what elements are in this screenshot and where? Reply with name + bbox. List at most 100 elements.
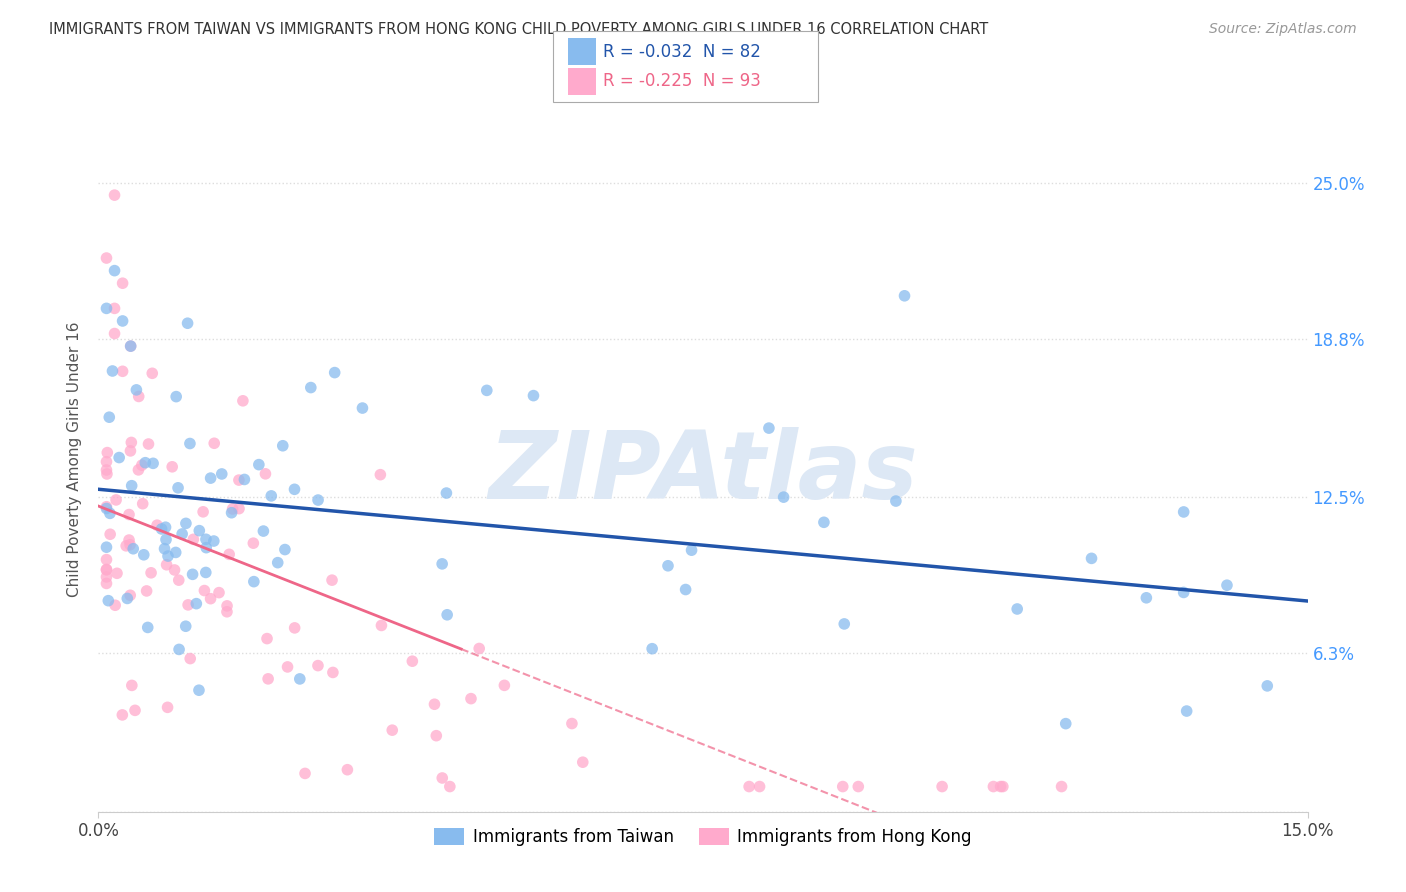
Point: [120, 435, 142, 450]
Point: [167, 642, 190, 657]
Point: [274, 542, 297, 557]
Point: [202, 436, 225, 450]
Point: [277, 660, 299, 674]
Point: [228, 501, 250, 516]
Point: [155, 520, 177, 534]
Point: [494, 678, 516, 692]
Point: [163, 563, 186, 577]
Point: [194, 533, 217, 547]
Point: [215, 599, 238, 613]
Point: [299, 380, 322, 394]
Point: [188, 524, 211, 538]
Point: [124, 703, 146, 717]
Point: [242, 536, 264, 550]
Point: [174, 516, 197, 531]
Point: [120, 339, 142, 353]
Point: [200, 471, 222, 485]
Point: [181, 567, 204, 582]
Point: [146, 518, 169, 533]
Point: [111, 314, 134, 328]
Point: [96, 301, 118, 316]
Point: [122, 541, 145, 556]
Point: [103, 263, 125, 277]
Point: [983, 780, 1005, 794]
Point: [96, 500, 118, 514]
Point: [460, 691, 482, 706]
Point: [475, 384, 498, 398]
Point: [96, 563, 118, 577]
Point: [991, 780, 1014, 794]
Point: [134, 456, 156, 470]
Point: [117, 591, 139, 606]
Point: [155, 533, 177, 547]
Point: [111, 277, 134, 291]
Point: [118, 508, 141, 522]
Point: [681, 543, 703, 558]
Point: [150, 522, 173, 536]
Point: [111, 364, 134, 378]
Point: [167, 573, 190, 587]
Point: [120, 339, 142, 353]
Point: [132, 548, 155, 562]
Point: [176, 316, 198, 330]
Point: [127, 463, 149, 477]
Point: [177, 598, 200, 612]
Point: [139, 566, 162, 580]
Point: [561, 716, 583, 731]
Point: [165, 545, 187, 559]
Point: [96, 562, 118, 576]
Point: [254, 467, 277, 481]
Point: [96, 501, 118, 516]
Point: [813, 516, 835, 530]
Point: [260, 489, 283, 503]
Text: R = -0.225  N = 93: R = -0.225 N = 93: [603, 72, 761, 90]
Point: [120, 443, 142, 458]
Point: [252, 524, 274, 538]
Point: [1175, 704, 1198, 718]
Point: [1080, 551, 1102, 566]
Point: [96, 540, 118, 554]
Point: [141, 366, 163, 380]
Point: [322, 665, 344, 680]
Point: [323, 366, 346, 380]
Point: [120, 538, 142, 552]
Point: [103, 301, 125, 316]
Point: [931, 780, 953, 794]
Point: [135, 583, 157, 598]
Point: [425, 729, 447, 743]
Point: [846, 780, 869, 794]
Point: [98, 527, 121, 541]
Point: [522, 389, 544, 403]
Point: [571, 755, 593, 769]
Text: R = -0.032  N = 82: R = -0.032 N = 82: [603, 43, 761, 61]
Point: [321, 573, 343, 587]
Point: [96, 463, 118, 477]
Point: [156, 549, 179, 563]
Point: [990, 780, 1012, 794]
Point: [352, 401, 374, 415]
Point: [193, 583, 215, 598]
Point: [288, 672, 311, 686]
Point: [284, 621, 307, 635]
Point: [1173, 505, 1195, 519]
Point: [675, 582, 697, 597]
Point: [228, 473, 250, 487]
Legend: Immigrants from Taiwan, Immigrants from Hong Kong: Immigrants from Taiwan, Immigrants from …: [427, 822, 979, 853]
Point: [283, 483, 305, 497]
Point: [96, 576, 118, 591]
Point: [131, 497, 153, 511]
Point: [128, 389, 150, 403]
Point: [115, 539, 138, 553]
Point: [370, 618, 392, 632]
Point: [233, 473, 256, 487]
Point: [401, 654, 423, 668]
Point: [772, 490, 794, 504]
Point: [98, 410, 121, 425]
Point: [215, 605, 238, 619]
Point: [221, 506, 243, 520]
Point: [271, 439, 294, 453]
Point: [430, 557, 453, 571]
Point: [174, 619, 197, 633]
Point: [218, 547, 240, 561]
Point: [97, 593, 120, 607]
